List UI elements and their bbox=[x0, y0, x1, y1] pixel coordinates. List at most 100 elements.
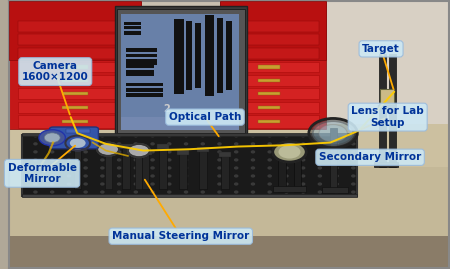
Circle shape bbox=[44, 133, 60, 143]
Bar bbox=[115, 6, 247, 134]
Bar bbox=[197, 147, 209, 152]
Circle shape bbox=[84, 151, 87, 153]
Circle shape bbox=[68, 175, 71, 177]
Circle shape bbox=[335, 143, 338, 145]
Circle shape bbox=[268, 143, 271, 145]
Circle shape bbox=[273, 142, 306, 162]
Circle shape bbox=[285, 175, 288, 177]
Circle shape bbox=[168, 183, 171, 185]
Ellipse shape bbox=[153, 141, 206, 149]
Circle shape bbox=[168, 159, 171, 161]
Polygon shape bbox=[326, 1, 449, 167]
Bar bbox=[9, 1, 141, 59]
Circle shape bbox=[285, 183, 288, 185]
Circle shape bbox=[252, 183, 255, 185]
FancyBboxPatch shape bbox=[50, 127, 99, 149]
Circle shape bbox=[101, 159, 104, 161]
Circle shape bbox=[84, 159, 87, 161]
Bar bbox=[380, 89, 394, 104]
Circle shape bbox=[335, 159, 338, 161]
Bar bbox=[227, 115, 320, 128]
Circle shape bbox=[97, 143, 119, 156]
Circle shape bbox=[285, 151, 288, 153]
Circle shape bbox=[151, 175, 154, 177]
Bar bbox=[126, 48, 157, 52]
Circle shape bbox=[151, 159, 154, 161]
Circle shape bbox=[285, 143, 288, 145]
Circle shape bbox=[68, 135, 71, 137]
Circle shape bbox=[302, 135, 305, 137]
Circle shape bbox=[68, 159, 71, 161]
Circle shape bbox=[134, 167, 137, 169]
Circle shape bbox=[302, 143, 305, 145]
Circle shape bbox=[352, 175, 355, 177]
Bar bbox=[279, 145, 286, 192]
Bar bbox=[62, 65, 88, 69]
Bar bbox=[227, 75, 320, 86]
Circle shape bbox=[201, 167, 204, 169]
Circle shape bbox=[352, 151, 355, 153]
Bar bbox=[126, 59, 157, 65]
Bar bbox=[159, 147, 167, 189]
Circle shape bbox=[134, 151, 137, 153]
Circle shape bbox=[335, 135, 338, 137]
Circle shape bbox=[117, 167, 121, 169]
Circle shape bbox=[34, 159, 37, 161]
Circle shape bbox=[312, 120, 354, 146]
Bar bbox=[122, 14, 239, 130]
Bar bbox=[388, 54, 396, 167]
Circle shape bbox=[285, 191, 288, 193]
Bar bbox=[142, 152, 149, 189]
Circle shape bbox=[335, 183, 338, 185]
Circle shape bbox=[318, 191, 321, 193]
Circle shape bbox=[101, 191, 104, 193]
Bar bbox=[18, 75, 132, 86]
Circle shape bbox=[34, 135, 37, 137]
Circle shape bbox=[352, 143, 355, 145]
Circle shape bbox=[151, 135, 154, 137]
Bar bbox=[174, 19, 184, 94]
Circle shape bbox=[134, 191, 137, 193]
Circle shape bbox=[101, 183, 104, 185]
Circle shape bbox=[128, 144, 150, 157]
Circle shape bbox=[201, 151, 204, 153]
Circle shape bbox=[134, 135, 137, 137]
Circle shape bbox=[34, 151, 37, 153]
Circle shape bbox=[235, 183, 238, 185]
Circle shape bbox=[302, 183, 305, 185]
Bar bbox=[374, 162, 398, 167]
Circle shape bbox=[51, 183, 54, 185]
Circle shape bbox=[235, 143, 238, 145]
Circle shape bbox=[318, 175, 321, 177]
Circle shape bbox=[302, 167, 305, 169]
Bar bbox=[140, 150, 152, 155]
Circle shape bbox=[318, 143, 321, 145]
Circle shape bbox=[34, 183, 37, 185]
Bar bbox=[227, 102, 320, 112]
Circle shape bbox=[134, 143, 137, 145]
Circle shape bbox=[101, 135, 104, 137]
Bar bbox=[62, 106, 88, 109]
Circle shape bbox=[101, 143, 104, 145]
Circle shape bbox=[218, 183, 221, 185]
Polygon shape bbox=[9, 1, 449, 129]
Circle shape bbox=[335, 167, 338, 169]
Bar bbox=[177, 150, 189, 155]
Bar bbox=[62, 92, 88, 95]
Bar bbox=[186, 21, 192, 90]
Circle shape bbox=[168, 143, 171, 145]
Bar bbox=[18, 89, 132, 99]
Bar bbox=[379, 54, 386, 167]
Circle shape bbox=[168, 175, 171, 177]
Circle shape bbox=[218, 151, 221, 153]
Circle shape bbox=[84, 167, 87, 169]
Bar bbox=[157, 144, 169, 149]
Circle shape bbox=[51, 159, 54, 161]
Circle shape bbox=[218, 191, 221, 193]
Circle shape bbox=[168, 151, 171, 153]
Circle shape bbox=[68, 167, 71, 169]
Bar bbox=[258, 106, 280, 109]
Circle shape bbox=[352, 167, 355, 169]
Circle shape bbox=[318, 151, 321, 153]
Bar bbox=[126, 70, 154, 76]
